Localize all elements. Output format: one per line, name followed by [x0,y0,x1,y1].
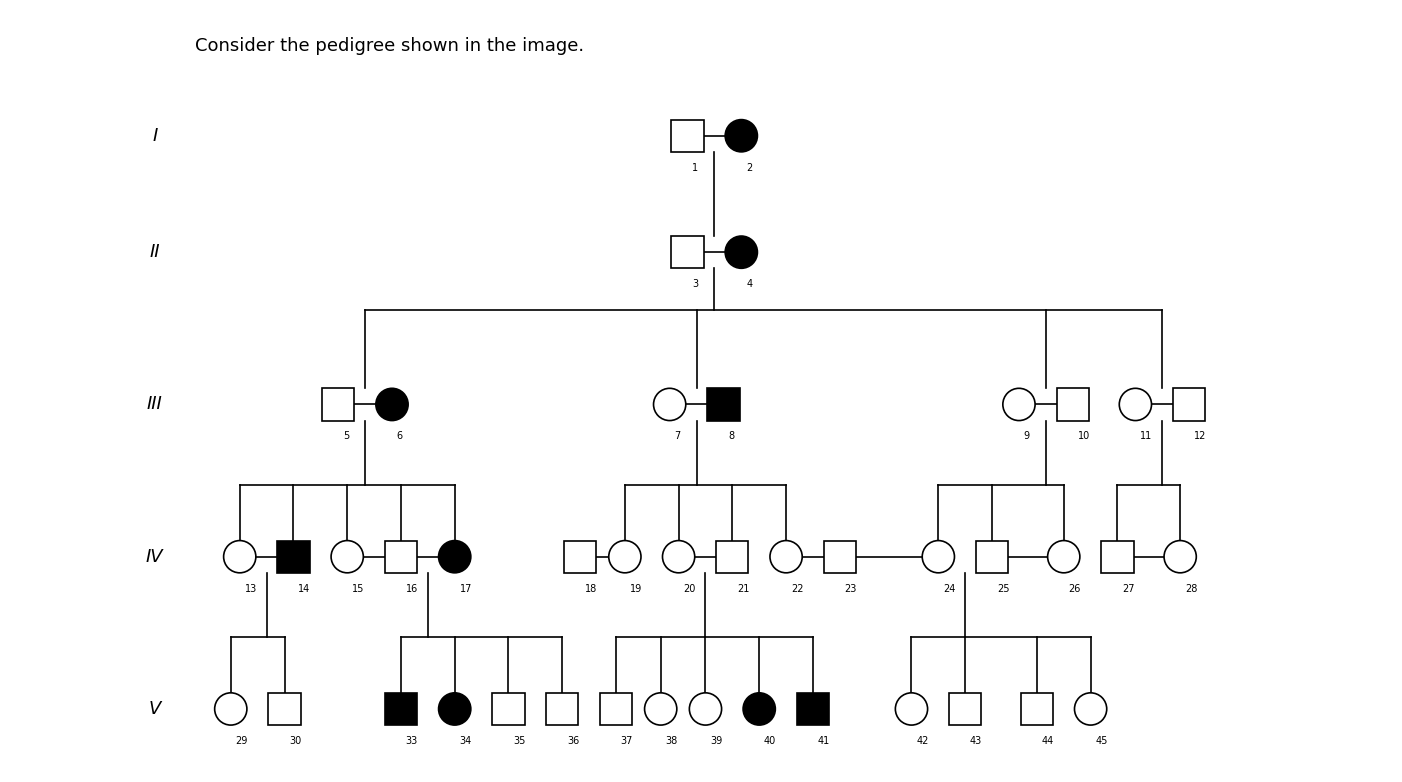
Circle shape [1164,540,1196,573]
Circle shape [770,540,802,573]
Circle shape [663,540,695,573]
Bar [1173,389,1206,421]
Text: 33: 33 [405,736,418,746]
Circle shape [223,540,255,573]
Text: 22: 22 [791,583,803,594]
Circle shape [645,693,677,725]
Bar [278,540,310,573]
Text: 3: 3 [693,279,698,289]
Text: IV: IV [146,547,164,565]
Text: 25: 25 [997,583,1009,594]
Bar [1102,540,1134,573]
Bar [384,540,416,573]
Bar [949,693,981,725]
Text: 4: 4 [746,279,753,289]
Text: 40: 40 [764,736,777,746]
Text: 35: 35 [513,736,526,746]
Text: Consider the pedigree shown in the image.: Consider the pedigree shown in the image… [195,38,585,56]
Text: 36: 36 [566,736,579,746]
Circle shape [1002,389,1035,421]
Text: 2: 2 [746,163,753,173]
Circle shape [690,693,722,725]
Text: II: II [150,243,160,261]
Circle shape [725,120,757,152]
Bar [492,693,524,725]
Bar [545,693,578,725]
Bar [707,389,739,421]
Text: 39: 39 [711,736,722,746]
Text: 34: 34 [460,736,472,746]
Circle shape [608,540,641,573]
Text: 10: 10 [1078,432,1089,441]
Text: 23: 23 [844,583,857,594]
Text: 38: 38 [666,736,677,746]
Text: 13: 13 [244,583,257,594]
Bar [384,693,416,725]
Circle shape [1074,693,1106,725]
Circle shape [923,540,955,573]
Text: I: I [151,127,157,145]
Circle shape [896,693,928,725]
Bar [600,693,632,725]
Circle shape [1119,389,1151,421]
Text: 14: 14 [299,583,311,594]
Circle shape [725,236,757,268]
Text: 15: 15 [352,583,365,594]
Text: 27: 27 [1123,583,1134,594]
Circle shape [743,693,775,725]
Text: 26: 26 [1068,583,1081,594]
Circle shape [439,540,471,573]
Text: 45: 45 [1095,736,1108,746]
Bar [322,389,355,421]
Bar [564,540,596,573]
Text: III: III [147,396,163,414]
Text: 30: 30 [289,736,301,746]
Bar [1057,389,1089,421]
Text: 16: 16 [405,583,418,594]
Text: 28: 28 [1185,583,1197,594]
Circle shape [215,693,247,725]
Text: 20: 20 [683,583,695,594]
Text: V: V [149,700,161,718]
Text: 21: 21 [737,583,750,594]
Text: 6: 6 [397,432,402,441]
Text: 42: 42 [917,736,928,746]
Bar [268,693,300,725]
Text: 18: 18 [585,583,597,594]
Circle shape [653,389,686,421]
Bar [796,693,829,725]
Circle shape [439,693,471,725]
Text: 29: 29 [236,736,248,746]
Text: 41: 41 [817,736,830,746]
Circle shape [376,389,408,421]
Bar [672,120,704,152]
Text: 37: 37 [621,736,634,746]
Text: 12: 12 [1195,432,1206,441]
Text: 44: 44 [1042,736,1054,746]
Text: 19: 19 [629,583,642,594]
Text: 9: 9 [1023,432,1030,441]
Bar [672,236,704,268]
Circle shape [1047,540,1080,573]
Text: 24: 24 [944,583,956,594]
Text: 17: 17 [460,583,472,594]
Text: 8: 8 [728,432,735,441]
Bar [824,540,857,573]
Text: 11: 11 [1140,432,1152,441]
Text: 1: 1 [693,163,698,173]
Circle shape [331,540,363,573]
Text: 43: 43 [970,736,983,746]
Bar [976,540,1008,573]
Text: 5: 5 [343,432,349,441]
Text: 7: 7 [674,432,681,441]
Bar [716,540,749,573]
Bar [1021,693,1053,725]
